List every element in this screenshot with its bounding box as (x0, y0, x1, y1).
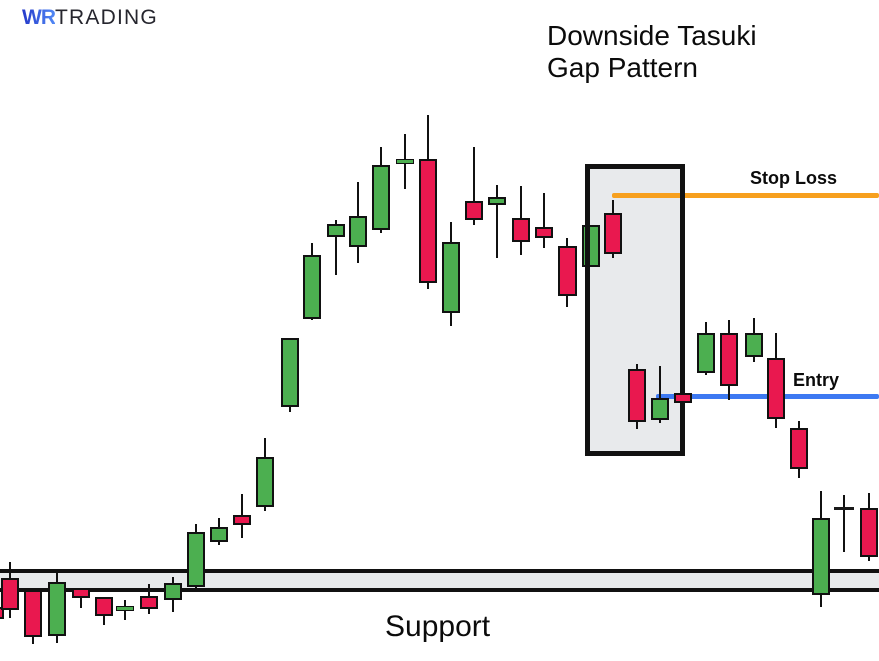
candle-body-up (745, 333, 763, 357)
candle-wick (496, 185, 498, 258)
candle-wick (843, 495, 845, 552)
candle-body-down (604, 213, 622, 254)
candle-body-up (116, 606, 134, 611)
candle-body-down (140, 596, 158, 609)
candle-body-up (164, 583, 182, 600)
candle-body-doji (834, 507, 854, 510)
candle-body-up (812, 518, 830, 595)
candle-body-up (349, 216, 367, 247)
candle-body-down (767, 358, 785, 419)
candle-body-up (488, 197, 506, 205)
candle-body-up (697, 333, 715, 373)
candle-body-down (720, 333, 738, 386)
candle-body-down (674, 393, 692, 403)
stop-loss-line (612, 193, 879, 198)
candle-body-up (327, 224, 345, 237)
candle-body-down (512, 218, 530, 242)
candle-body-down (860, 508, 878, 557)
candle-body-up (187, 532, 205, 587)
candle-body-down (557, 246, 577, 296)
candle-body-up (651, 398, 669, 420)
candle-body-up (256, 457, 274, 507)
candle-body-down (72, 588, 90, 598)
candle-body-up (442, 242, 460, 313)
candle-wick (543, 193, 545, 248)
candle-body-down (628, 369, 646, 422)
candle-body-up (210, 527, 228, 542)
candle-body-down (465, 201, 483, 220)
page-title-line2: Gap Pattern (547, 52, 698, 83)
support-label: Support (385, 610, 491, 643)
candle-wick (473, 147, 475, 225)
stop-loss-label: Stop Loss (750, 168, 838, 188)
candle-body-down (535, 227, 553, 238)
entry-label: Entry (793, 370, 840, 390)
candle-wick (80, 588, 82, 608)
candle-body-down (790, 428, 808, 469)
candle-body-up (281, 338, 299, 407)
pattern-box-border (585, 164, 685, 456)
candle-body-up (48, 582, 66, 636)
candle-body-down (419, 159, 437, 283)
candle-body-up (372, 165, 390, 230)
candle-wick (335, 220, 337, 275)
page-title: Downside Tasuki Gap Pattern (547, 20, 757, 84)
candle-body-down (1, 578, 19, 610)
candle-body-down (233, 515, 251, 525)
brand-logo: WRTRADING (22, 6, 158, 30)
candle-wick (659, 366, 661, 423)
brand-logo-trading: TRADING (55, 6, 158, 29)
candle-body-up (303, 255, 321, 319)
support-zone-band (0, 569, 879, 592)
candle-body-down (24, 590, 42, 637)
candle-body-down (95, 597, 113, 616)
page-title-line1: Downside Tasuki (547, 20, 757, 51)
brand-logo-wr: WR (22, 6, 56, 29)
candle-body-up (396, 159, 414, 164)
